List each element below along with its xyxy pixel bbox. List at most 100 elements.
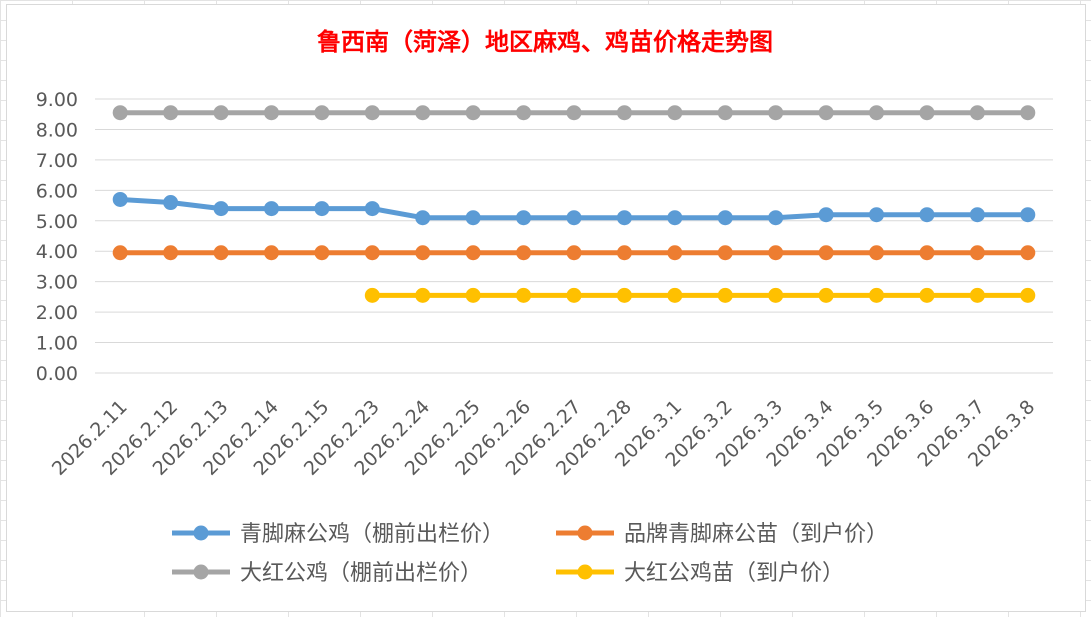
data-point	[667, 245, 683, 261]
data-point	[616, 210, 632, 226]
data-point	[717, 210, 733, 226]
legend-item: 大红公鸡苗（到户价）	[556, 561, 844, 586]
data-point	[263, 201, 279, 217]
y-tick-label: 8.00	[36, 119, 78, 141]
data-point	[415, 210, 431, 226]
data-point	[768, 245, 784, 261]
data-point	[516, 287, 532, 303]
data-point	[263, 245, 279, 261]
data-point	[314, 105, 330, 121]
data-point	[869, 287, 885, 303]
chart-title: 鲁西南（菏泽）地区麻鸡、鸡苗价格走势图	[317, 27, 773, 56]
data-point	[717, 245, 733, 261]
legend-label: 品牌青脚麻公苗（到户价）	[624, 522, 888, 547]
data-point	[616, 245, 632, 261]
data-point	[213, 201, 229, 217]
data-point	[213, 105, 229, 121]
data-point	[112, 191, 128, 207]
data-point	[415, 287, 431, 303]
data-point	[263, 105, 279, 121]
y-tick-label: 1.00	[36, 333, 78, 355]
y-tick-label: 2.00	[36, 302, 78, 324]
data-point	[314, 245, 330, 261]
series-3	[112, 105, 1036, 121]
y-tick-label: 7.00	[36, 150, 78, 172]
gridlines	[95, 98, 1053, 374]
legend-label: 大红公鸡苗（到户价）	[624, 561, 844, 586]
data-point	[969, 207, 985, 223]
chart-area[interactable]	[6, 4, 1086, 612]
data-point	[667, 287, 683, 303]
data-point	[163, 245, 179, 261]
y-tick-label: 6.00	[36, 180, 78, 202]
data-point	[1020, 207, 1036, 223]
series-4	[364, 287, 1036, 303]
data-point	[616, 287, 632, 303]
data-point	[667, 210, 683, 226]
legend-item: 青脚麻公鸡（棚前出栏价）	[172, 522, 504, 547]
legend-item: 大红公鸡（棚前出栏价）	[172, 561, 482, 586]
data-point	[717, 287, 733, 303]
data-point	[919, 245, 935, 261]
data-point	[818, 245, 834, 261]
data-point	[566, 105, 582, 121]
data-point	[163, 195, 179, 211]
data-point	[869, 207, 885, 223]
data-point	[768, 105, 784, 121]
y-tick-label: 5.00	[36, 211, 78, 233]
data-point	[163, 105, 179, 121]
data-point	[465, 287, 481, 303]
data-point	[112, 105, 128, 121]
y-tick-label: 4.00	[36, 241, 78, 263]
y-tick-label: 0.00	[36, 363, 78, 385]
data-point	[465, 210, 481, 226]
legend-swatch-marker	[577, 525, 593, 541]
data-point	[364, 201, 380, 217]
data-point	[818, 207, 834, 223]
series-lines	[112, 105, 1036, 303]
data-point	[516, 210, 532, 226]
data-point	[465, 245, 481, 261]
data-point	[818, 105, 834, 121]
data-point	[667, 105, 683, 121]
data-point	[415, 245, 431, 261]
series-1	[112, 191, 1036, 226]
data-point	[364, 105, 380, 121]
data-point	[969, 245, 985, 261]
data-point	[465, 105, 481, 121]
legend-swatch-marker	[193, 564, 209, 580]
data-point	[1020, 105, 1036, 121]
data-point	[1020, 245, 1036, 261]
data-point	[213, 245, 229, 261]
series-2	[112, 245, 1036, 261]
data-point	[112, 245, 128, 261]
legend-swatch-marker	[193, 525, 209, 541]
data-point	[969, 105, 985, 121]
data-point	[566, 245, 582, 261]
data-point	[869, 105, 885, 121]
data-point	[869, 245, 885, 261]
legend-label: 大红公鸡（棚前出栏价）	[240, 561, 482, 586]
data-point	[415, 105, 431, 121]
data-point	[1020, 287, 1036, 303]
data-point	[919, 105, 935, 121]
data-point	[566, 287, 582, 303]
data-point	[616, 105, 632, 121]
data-point	[919, 207, 935, 223]
legend: 青脚麻公鸡（棚前出栏价） 品牌青脚麻公苗（到户价） 大红公鸡（棚前出栏价） 大红公鸡苗…	[172, 522, 888, 586]
data-point	[516, 245, 532, 261]
legend-swatch-marker	[577, 564, 593, 580]
data-point	[314, 201, 330, 217]
legend-item: 品牌青脚麻公苗（到户价）	[556, 522, 888, 547]
data-point	[364, 245, 380, 261]
data-point	[364, 287, 380, 303]
y-tick-label: 9.00	[36, 89, 78, 111]
data-point	[768, 210, 784, 226]
x-axis-ticks: 2026.2.112026.2.122026.2.132026.2.142026…	[48, 396, 1040, 480]
data-point	[566, 210, 582, 226]
y-axis-ticks: 0.00 1.00 2.00 3.00 4.00 5.00 6.00 7.00 8.00 9.00	[36, 89, 78, 385]
legend-label: 青脚麻公鸡（棚前出栏价）	[240, 522, 504, 547]
data-point	[717, 105, 733, 121]
data-point	[969, 287, 985, 303]
